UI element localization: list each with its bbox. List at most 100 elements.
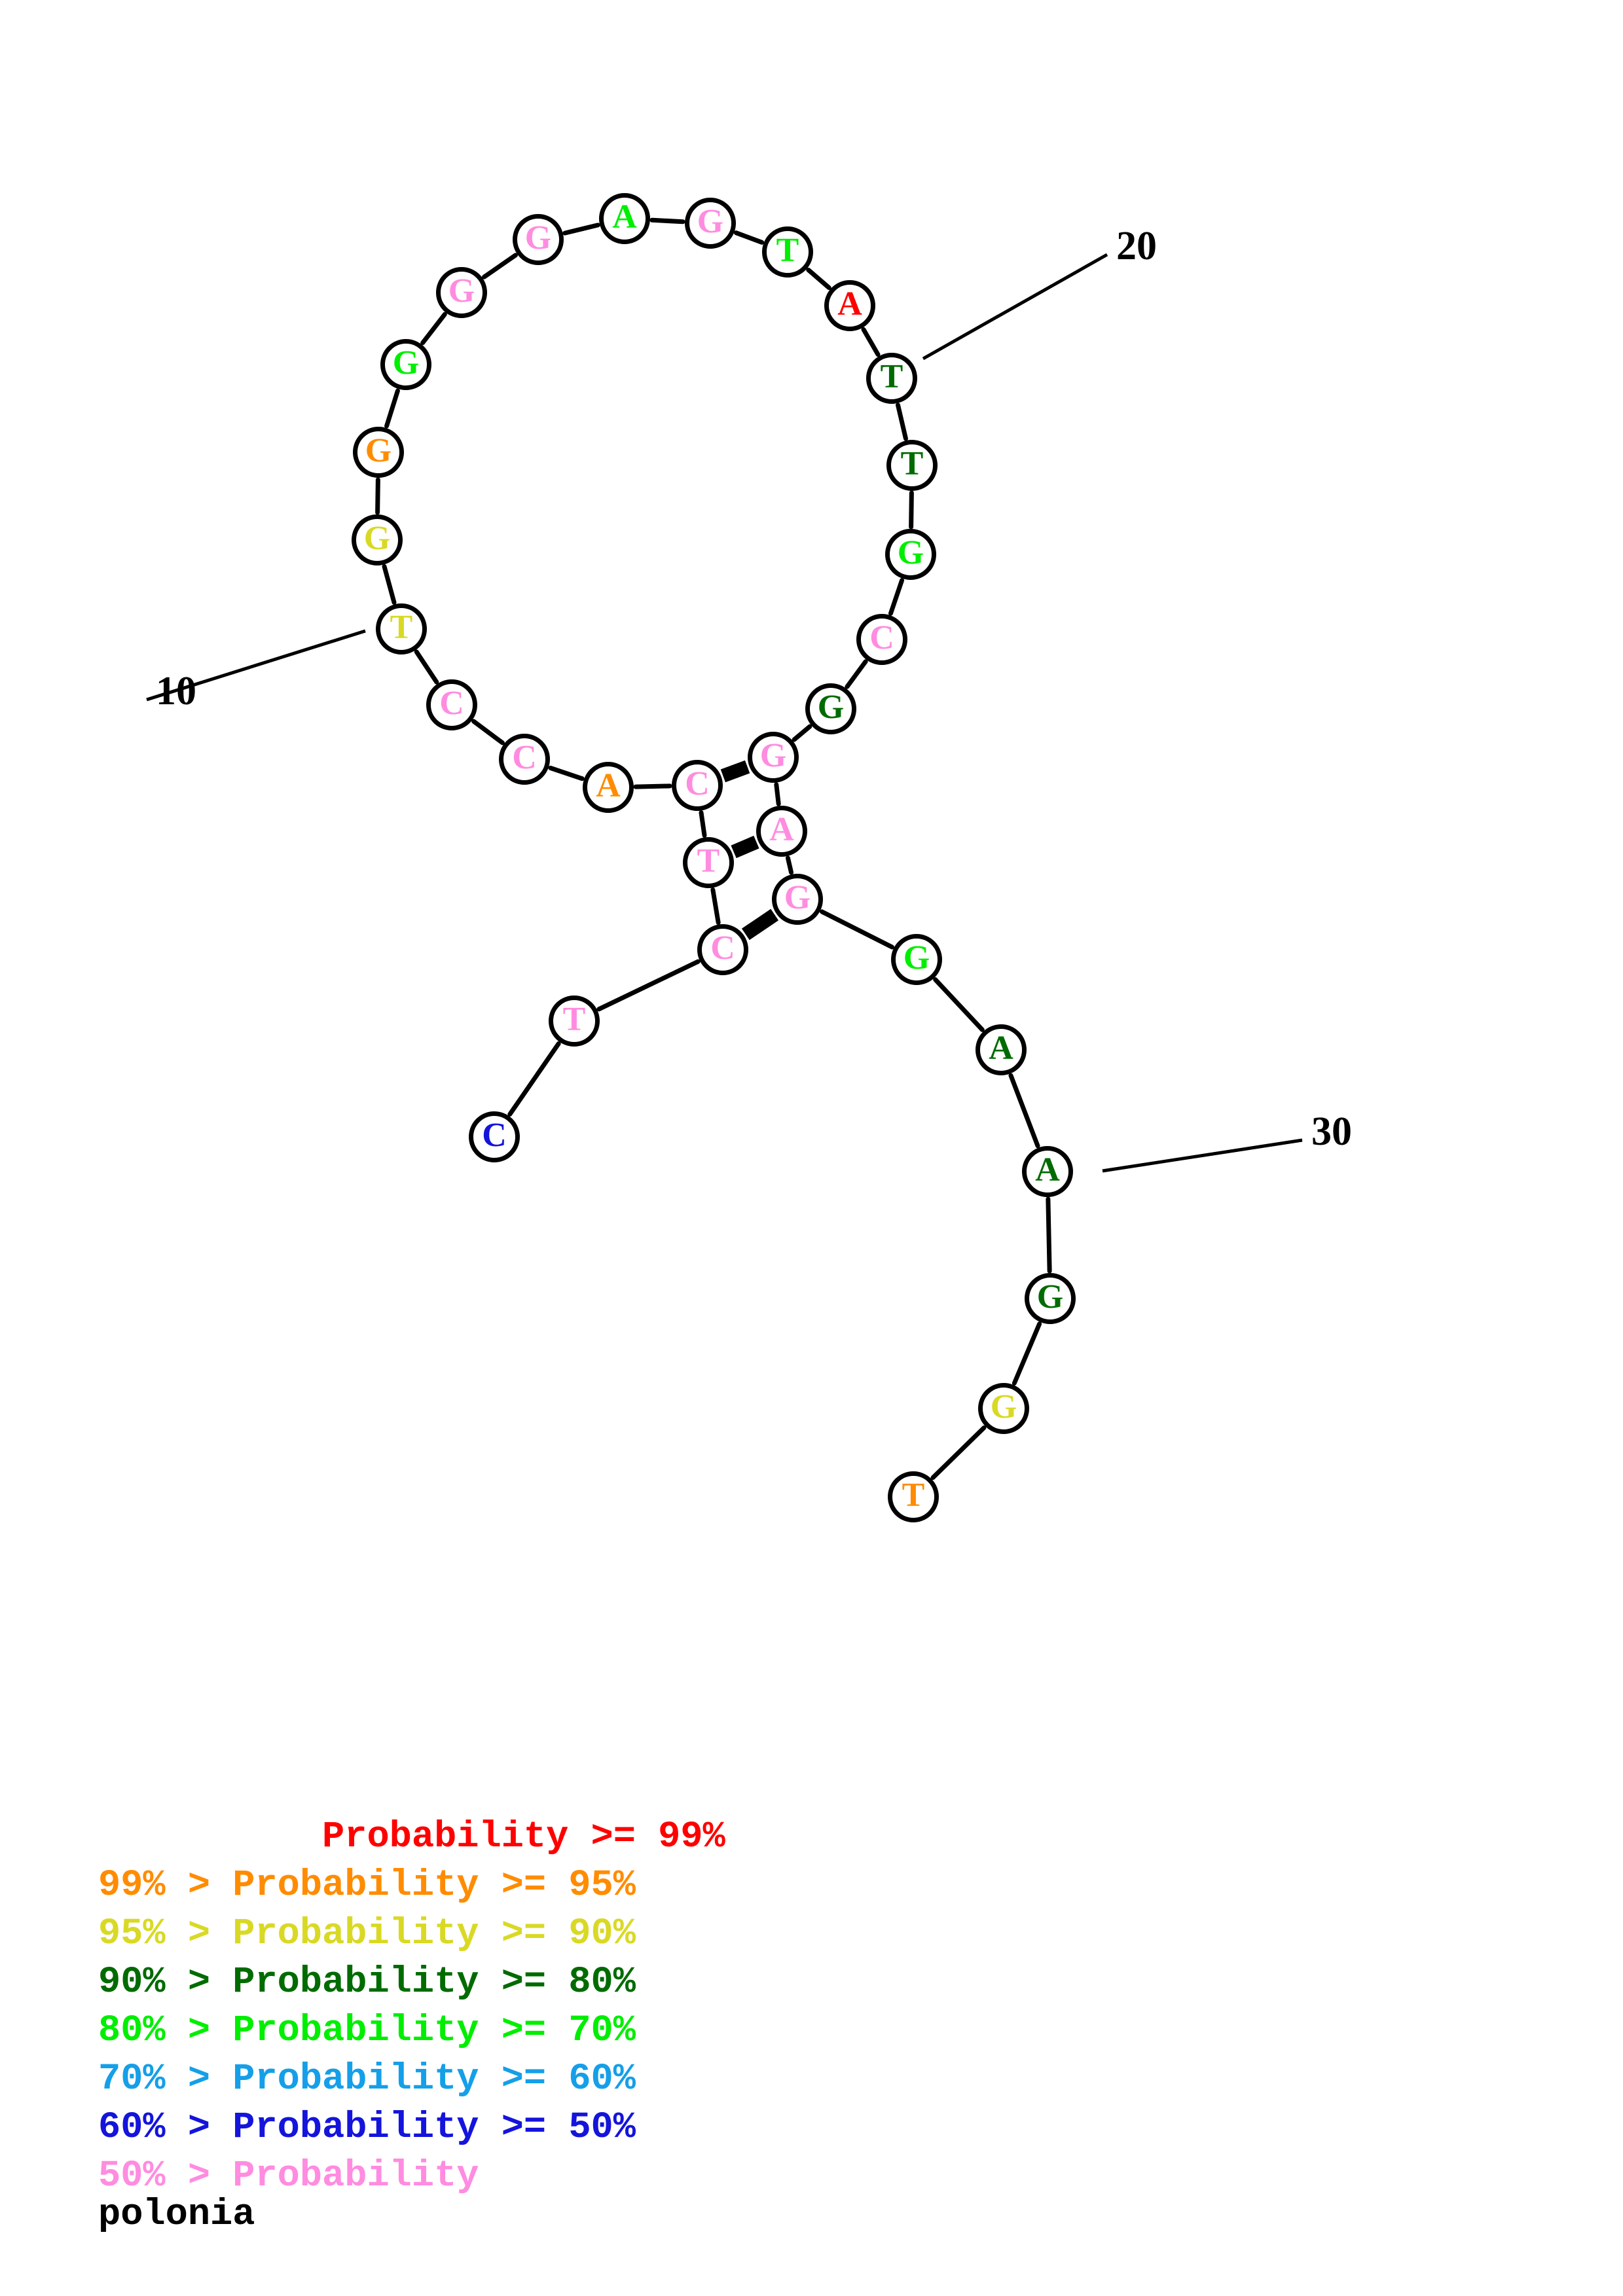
legend-row-6: 60% > Probability >= 50%	[98, 2107, 636, 2149]
nucleotide-letter: T	[900, 445, 924, 482]
nucleotide-letter: G	[784, 879, 811, 916]
nucleotide-31-G[interactable]: G	[978, 1383, 1029, 1434]
nucleotide-letter: A	[989, 1030, 1013, 1067]
nucleotide-letter: T	[697, 842, 720, 880]
nucleotide-17-T[interactable]: T	[762, 226, 813, 278]
nucleotide-letter: G	[448, 272, 475, 310]
position-index-30: 30	[1311, 1109, 1352, 1154]
backbone-edge	[1008, 1073, 1040, 1149]
backbone-edge	[733, 230, 765, 245]
nucleotide-26-G[interactable]: G	[772, 874, 823, 925]
probability-legend: Probability >= 99% 99% > Probability >= 9…	[98, 1813, 725, 2200]
legend-row-7: 50% > Probability	[98, 2155, 479, 2197]
nucleotide-letter: G	[897, 534, 924, 571]
nucleotide-letter: C	[869, 619, 894, 656]
nucleotide-27-G[interactable]: G	[891, 934, 942, 985]
nucleotide-letter: G	[990, 1388, 1017, 1426]
position-index-20: 20	[1116, 224, 1157, 268]
nucleotide-letter: G	[1036, 1278, 1064, 1316]
backbone-edge	[819, 909, 895, 950]
nucleotide-25-A[interactable]: A	[756, 806, 807, 857]
nucleotide-2-T[interactable]: T	[549, 996, 600, 1047]
backbone-edge	[507, 1041, 561, 1117]
backbone-edge	[548, 765, 585, 781]
backbone-edge	[471, 719, 505, 745]
nucleotide-32-T[interactable]: T	[888, 1471, 939, 1522]
nucleotide-22-C[interactable]: C	[856, 614, 907, 665]
legend-row-3: 90% > Probability >= 80%	[98, 1962, 636, 2003]
nucleotide-letter: G	[363, 520, 391, 557]
base-pair-bonds	[720, 760, 779, 941]
backbone-edge	[562, 223, 600, 236]
backbone-edge	[792, 724, 812, 742]
backbone-edge	[806, 267, 831, 291]
nucleotide-3-C[interactable]: C	[697, 924, 748, 975]
index-leader-line-10	[146, 629, 366, 702]
nucleotide-letter: C	[439, 685, 464, 722]
nucleotide-letter: T	[880, 358, 903, 395]
nucleotide-letter: G	[524, 219, 552, 257]
backbone-edge	[774, 782, 781, 806]
backbone-edge	[710, 887, 721, 925]
nucleotide-29-A[interactable]: A	[1022, 1146, 1073, 1197]
nucleotide-24-G[interactable]: G	[748, 732, 799, 783]
nucleotide-letter: C	[512, 739, 537, 776]
nucleotide-letter: C	[482, 1117, 507, 1154]
nucleotide-21-G[interactable]: G	[885, 529, 936, 580]
nucleotide-9-T[interactable]: T	[376, 603, 427, 655]
backbone-edge	[1046, 1196, 1052, 1274]
backbone-edge	[482, 253, 518, 279]
nucleotide-20-T[interactable]: T	[886, 440, 938, 491]
nucleotide-letter: A	[1035, 1151, 1060, 1189]
nucleotide-1-C[interactable]: C	[469, 1111, 520, 1162]
backbone-edge	[845, 659, 868, 689]
backbone-edge	[384, 388, 400, 429]
backbone-edge	[861, 327, 881, 357]
nucleotide-11-G[interactable]: G	[353, 427, 404, 478]
nucleotide-letter: G	[759, 737, 787, 774]
nucleotide-letter: T	[390, 609, 413, 646]
nucleotide-letter: G	[817, 689, 845, 726]
nucleotide-23-G[interactable]: G	[805, 683, 856, 734]
nucleotide-letter: G	[903, 939, 930, 977]
legend-row-5: 70% > Probability >= 60%	[98, 2058, 636, 2100]
nucleotide-13-G[interactable]: G	[436, 267, 487, 318]
nucleotide-letter: T	[776, 232, 799, 269]
backbone-edge	[785, 855, 794, 875]
nucleotide-letter: G	[365, 432, 392, 469]
backbone-edge	[649, 217, 685, 224]
backbone-edge	[414, 649, 439, 685]
nucleotide-12-G[interactable]: G	[380, 339, 431, 390]
nucleotide-letter: A	[769, 811, 794, 848]
nucleotide-28-A[interactable]: A	[976, 1024, 1027, 1075]
nucleotide-30-G[interactable]: G	[1025, 1273, 1076, 1324]
nucleotide-19-T[interactable]: T	[866, 353, 917, 404]
nucleotide-4-T[interactable]: T	[683, 837, 734, 888]
nucleotide-letter: A	[837, 285, 862, 323]
legend-row-1: 99% > Probability >= 95%	[98, 1865, 636, 1907]
backbone-edge	[420, 312, 447, 346]
base-pair-bond	[741, 908, 779, 941]
nucleotide-8-C[interactable]: C	[426, 679, 477, 730]
backbone-edge	[633, 783, 672, 789]
index-leader-line-30	[1102, 1138, 1303, 1173]
backbone-edges	[375, 217, 1052, 1480]
backbone-edge	[909, 490, 914, 529]
nucleotide-15-A[interactable]: A	[599, 193, 650, 244]
nucleotide-6-A[interactable]: A	[583, 762, 634, 813]
legend-row-4: 80% > Probability >= 70%	[98, 2010, 636, 2052]
nucleotide-letter: G	[697, 203, 724, 240]
base-pair-bond	[720, 760, 750, 783]
nucleotide-5-C[interactable]: C	[672, 760, 723, 811]
nucleotide-16-G[interactable]: G	[685, 198, 736, 249]
nucleotide-letter: T	[562, 1001, 586, 1038]
nucleotide-18-A[interactable]: A	[824, 280, 875, 331]
nucleotide-letter: A	[612, 198, 637, 236]
backbone-edge	[596, 959, 701, 1012]
nucleotide-14-G[interactable]: G	[513, 214, 564, 265]
index-leader-lines	[146, 253, 1303, 1173]
backbone-edge	[888, 578, 905, 616]
nucleotide-7-C[interactable]: C	[499, 734, 550, 785]
nucleotide-10-G[interactable]: G	[352, 514, 403, 565]
